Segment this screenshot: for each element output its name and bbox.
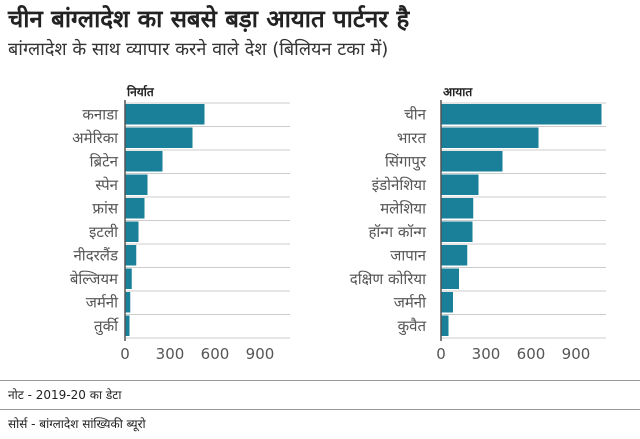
bar-7	[441, 268, 459, 289]
bar-3	[441, 174, 479, 195]
category-label-5: हॉन्ग कॉन्ग	[368, 223, 426, 241]
panel-0: निर्यात कनाडा अमेरिका ब्रिटेन स्पेन फ्रांस इटल…	[70, 85, 290, 363]
panel-1: आयात चीन भारत सिंगापुर इंडोनेशिया मलेशिया हॉन्…	[350, 85, 606, 363]
category-label-6: नीदरलैंड	[73, 246, 118, 264]
category-label-7: बेल्जियम	[70, 270, 119, 288]
x-tick-label-2: 600	[201, 345, 230, 363]
chart-title: चीन बांग्लादेश का सबसे बड़ा आयात पार्टनर…	[8, 5, 410, 33]
category-label-2: सिंगापुर	[385, 152, 427, 171]
bar-4	[441, 198, 474, 219]
bar-0	[441, 104, 602, 125]
category-label-0: चीन	[404, 105, 426, 123]
panel-title-0: निर्यात	[126, 85, 155, 99]
category-label-3: स्पेन	[95, 176, 118, 194]
category-label-6: जापान	[390, 246, 426, 264]
bar-8	[441, 292, 453, 313]
x-tick-label-1: 300	[156, 345, 185, 363]
category-label-2: ब्रिटेन	[90, 152, 119, 170]
bar-5	[125, 221, 139, 242]
x-tick-label-3: 900	[246, 345, 275, 363]
category-label-9: कुवैत	[398, 317, 427, 336]
bar-1	[125, 127, 193, 148]
category-label-7: दक्षिण कोरिया	[350, 270, 427, 288]
bar-4	[125, 198, 145, 219]
x-tick-label-1: 300	[472, 345, 501, 363]
bar-5	[441, 221, 473, 242]
chart-canvas: निर्यात कनाडा अमेरिका ब्रिटेन स्पेन फ्रांस इटल…	[70, 85, 606, 363]
bar-9	[125, 315, 130, 336]
bar-1	[441, 127, 539, 148]
category-label-8: जर्मनी	[86, 293, 119, 311]
x-tick-label-0: 0	[120, 345, 130, 363]
chart-subtitle: बांग्लादेश के साथ व्यापार करने वाले देश …	[8, 39, 389, 60]
category-label-9: तुर्की	[94, 317, 119, 336]
x-tick-label-0: 0	[436, 345, 446, 363]
footer-divider-top	[0, 380, 640, 381]
bar-3	[125, 174, 148, 195]
bar-2	[125, 151, 163, 172]
bar-6	[125, 245, 137, 266]
bar-0	[125, 104, 205, 125]
bar-9	[441, 315, 449, 336]
footer-source: सोर्स - बांग्लादेश सांख्यिकी ब्यूरो	[8, 417, 146, 431]
bar-2	[441, 151, 503, 172]
category-label-3: इंडोनेशिया	[372, 176, 427, 194]
bar-6	[441, 245, 468, 266]
bar-7	[125, 268, 132, 289]
footer-note: नोट - 2019-20 का डेटा	[8, 388, 122, 402]
x-tick-label-2: 600	[517, 345, 546, 363]
category-label-1: अमेरिका	[72, 129, 119, 147]
category-label-4: मलेशिया	[380, 199, 427, 217]
footer-divider-middle	[0, 409, 640, 410]
bar-8	[125, 292, 131, 313]
category-label-0: कनाडा	[82, 105, 119, 123]
category-label-4: फ्रांस	[92, 199, 118, 217]
category-label-8: जर्मनी	[394, 293, 427, 311]
x-tick-label-3: 900	[562, 345, 591, 363]
panel-title-1: आयात	[443, 85, 473, 99]
category-label-5: इटली	[89, 223, 119, 241]
category-label-1: भारत	[397, 129, 427, 147]
